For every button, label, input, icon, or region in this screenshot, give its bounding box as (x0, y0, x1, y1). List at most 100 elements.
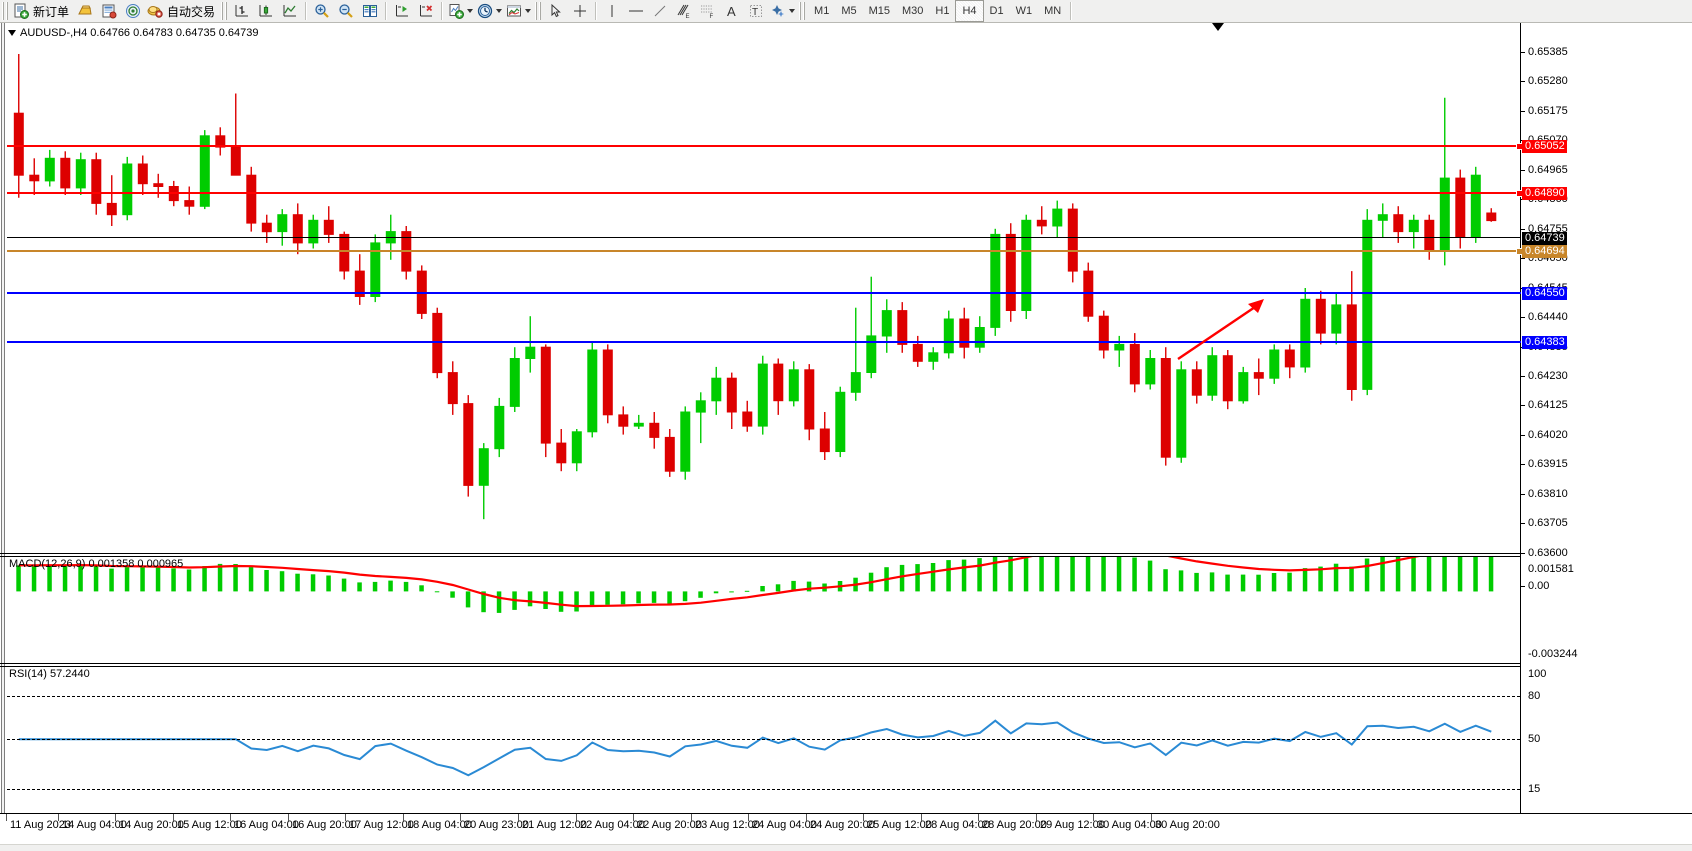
cursor-button[interactable] (544, 1, 568, 21)
toolbar-grip-2[interactable] (221, 2, 229, 20)
time-axis-tick-mark-14 (806, 814, 807, 821)
hline-65052[interactable] (7, 145, 1521, 147)
chart-scroll-indicator[interactable] (1212, 23, 1224, 31)
gold-bar-button[interactable] (73, 1, 97, 21)
crosshair-button[interactable] (568, 1, 592, 21)
macd-histogram-bar (760, 586, 765, 592)
toolbar-grip-4[interactable] (799, 2, 807, 20)
macd-histogram-bar (1395, 557, 1401, 592)
timeframe-h4[interactable]: H4 (955, 0, 984, 22)
hline-64550[interactable] (7, 292, 1521, 294)
line-chart-button[interactable] (278, 1, 302, 21)
orange-line-tag-64694[interactable]: 0.64694 (1522, 245, 1567, 258)
chevron-down-icon[interactable] (467, 9, 474, 13)
fibonacci-button[interactable]: F (696, 1, 720, 21)
candle-body (122, 163, 133, 216)
price-axis-tick-mark-1 (1521, 81, 1525, 83)
new-template-button[interactable] (446, 1, 475, 21)
shapes-icon (772, 5, 785, 17)
new-order-button[interactable]: 新订单 (11, 1, 73, 21)
macd-histogram-bar (1364, 558, 1370, 592)
timeframe-m1-label: M1 (814, 5, 830, 17)
time-axis-tick-mark-15 (863, 814, 864, 821)
macd-histogram-bar (899, 564, 905, 592)
support-line-tag-64383[interactable]: 0.64383 (1522, 336, 1567, 349)
chevron-down-icon-2[interactable] (496, 9, 503, 13)
resistance-line-tag-64890[interactable]: 0.64890 (1522, 187, 1567, 200)
text-button[interactable]: A (720, 1, 744, 21)
timeframe-d1[interactable]: D1 (984, 1, 1010, 21)
macd-histogram-bar (1101, 557, 1106, 592)
candlestick-chart-button[interactable] (254, 1, 278, 21)
candle-series (13, 54, 1497, 520)
macd-histogram-bar (1008, 557, 1013, 592)
macd-axis-tick-0: 0.001581 (1528, 563, 1574, 575)
support-line-tag-64550[interactable]: 0.64550 (1522, 287, 1567, 300)
chevron-down-icon-3[interactable] (525, 9, 532, 13)
time-axis-label-3: 15 Aug 12:00 (177, 819, 242, 831)
line-chart-icon (283, 5, 297, 17)
auto-trading-button[interactable]: 自动交易 (145, 1, 219, 21)
chart-workspace[interactable]: AUDUSD-,H4 0.64766 0.64783 0.64735 0.647… (0, 23, 1692, 851)
macd-pane-top-border (0, 553, 1520, 554)
expert-start-button[interactable] (390, 1, 414, 21)
price-axis-tick-9: 0.64440 (1528, 311, 1568, 324)
candle-body (29, 174, 40, 182)
zoom-out-button[interactable] (334, 1, 358, 21)
period-button[interactable] (475, 1, 504, 21)
svg-text:A: A (727, 4, 736, 19)
hline-64383[interactable] (7, 341, 1521, 343)
terminal-button[interactable] (97, 1, 121, 21)
toolbar-grip[interactable] (2, 2, 9, 20)
timeframe-m5-label: M5 (841, 5, 857, 17)
resistance-line-tag-65052[interactable]: 0.65052 (1522, 140, 1567, 153)
price-axis-tick-mark-12 (1521, 405, 1525, 407)
candle-body (354, 270, 365, 298)
timeframe-m30[interactable]: M30 (896, 1, 929, 21)
bar-chart-button[interactable] (230, 1, 254, 21)
signal-button[interactable] (121, 1, 145, 21)
candle-body (1114, 343, 1125, 351)
zoom-in-button[interactable] (310, 1, 334, 21)
bullish-arrow-annotation[interactable] (1172, 295, 1270, 365)
timeframe-m15[interactable]: M15 (863, 1, 896, 21)
chart-template-icon (507, 5, 522, 17)
macd-pane[interactable] (7, 557, 1520, 662)
chart-template-button[interactable] (504, 1, 533, 21)
hline-64694[interactable] (7, 250, 1521, 252)
candle-body (602, 349, 613, 416)
price-axis-tick-6: 0.64755 (1528, 222, 1568, 235)
macd-histogram-bar (496, 591, 502, 613)
macd-histogram-bar (620, 591, 626, 605)
price-pane[interactable] (7, 23, 1520, 553)
timeframe-m5[interactable]: M5 (835, 1, 862, 21)
timeframe-h1[interactable]: H1 (929, 1, 955, 21)
toolbar-grip-3[interactable] (535, 2, 543, 20)
time-axis[interactable]: 11 Aug 2023 14 Aug 04:00 14 Aug 20:00 15 Au… (0, 814, 1692, 836)
time-axis-label-20: 30 Aug 20:00 (1155, 819, 1220, 831)
candle-body (1253, 372, 1264, 379)
candlestick-canvas[interactable] (7, 23, 1520, 553)
horizontal-line-button[interactable] (624, 1, 648, 21)
timeframe-mn[interactable]: MN (1038, 1, 1067, 21)
candle-body (1377, 214, 1388, 221)
expert-stop-button[interactable] (414, 1, 438, 21)
hline-64890[interactable] (7, 192, 1521, 194)
chart-dropdown-icon[interactable] (8, 30, 16, 36)
vertical-line-button[interactable] (600, 1, 624, 21)
auto-trading-label: 自动交易 (167, 4, 216, 19)
macd-histogram-bar (977, 558, 982, 592)
trendline-button[interactable] (648, 1, 672, 21)
elliott-wave-button[interactable]: E (672, 1, 696, 21)
tile-windows-button[interactable] (358, 1, 382, 21)
candle-body (308, 219, 319, 244)
rsi-pane[interactable] (7, 667, 1520, 784)
candle-body (881, 310, 892, 337)
text-box-button[interactable]: T (744, 1, 768, 21)
shapes-button[interactable] (768, 1, 797, 21)
chevron-down-icon-4[interactable] (789, 9, 796, 13)
macd-axis-tick-1: 0.00 (1528, 580, 1550, 592)
timeframe-w1[interactable]: W1 (1010, 1, 1039, 21)
time-axis-label-12: 23 Aug 12:00 (695, 819, 760, 831)
timeframe-m1[interactable]: M1 (808, 1, 835, 21)
